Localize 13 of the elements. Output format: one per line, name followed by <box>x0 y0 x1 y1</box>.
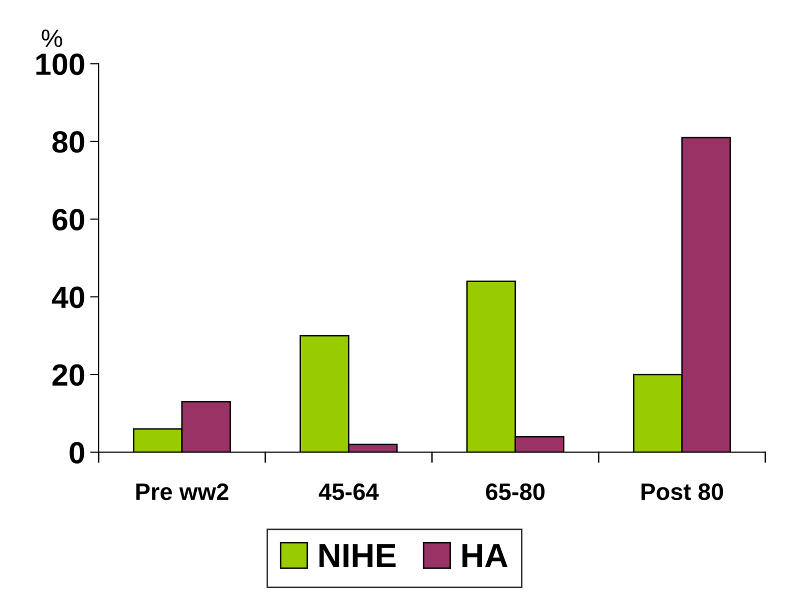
y-tick-label: 100 <box>36 53 84 76</box>
x-tick-label: Post 80 <box>642 483 724 500</box>
y-tick-label: 0 <box>70 442 84 464</box>
x-tick-label: 45-64 <box>318 483 379 500</box>
y-tick-label: 40 <box>52 286 84 308</box>
legend-label: NIHE <box>320 544 396 568</box>
x-tick-label: 65-80 <box>486 483 545 500</box>
legend-label: HA <box>462 544 508 568</box>
y-tick-label: 80 <box>52 131 84 153</box>
y-axis-title: % <box>42 30 62 48</box>
y-tick-label: 20 <box>52 364 84 386</box>
x-tick-label: Pre ww2 <box>136 483 228 500</box>
y-tick-label: 60 <box>52 208 84 230</box>
